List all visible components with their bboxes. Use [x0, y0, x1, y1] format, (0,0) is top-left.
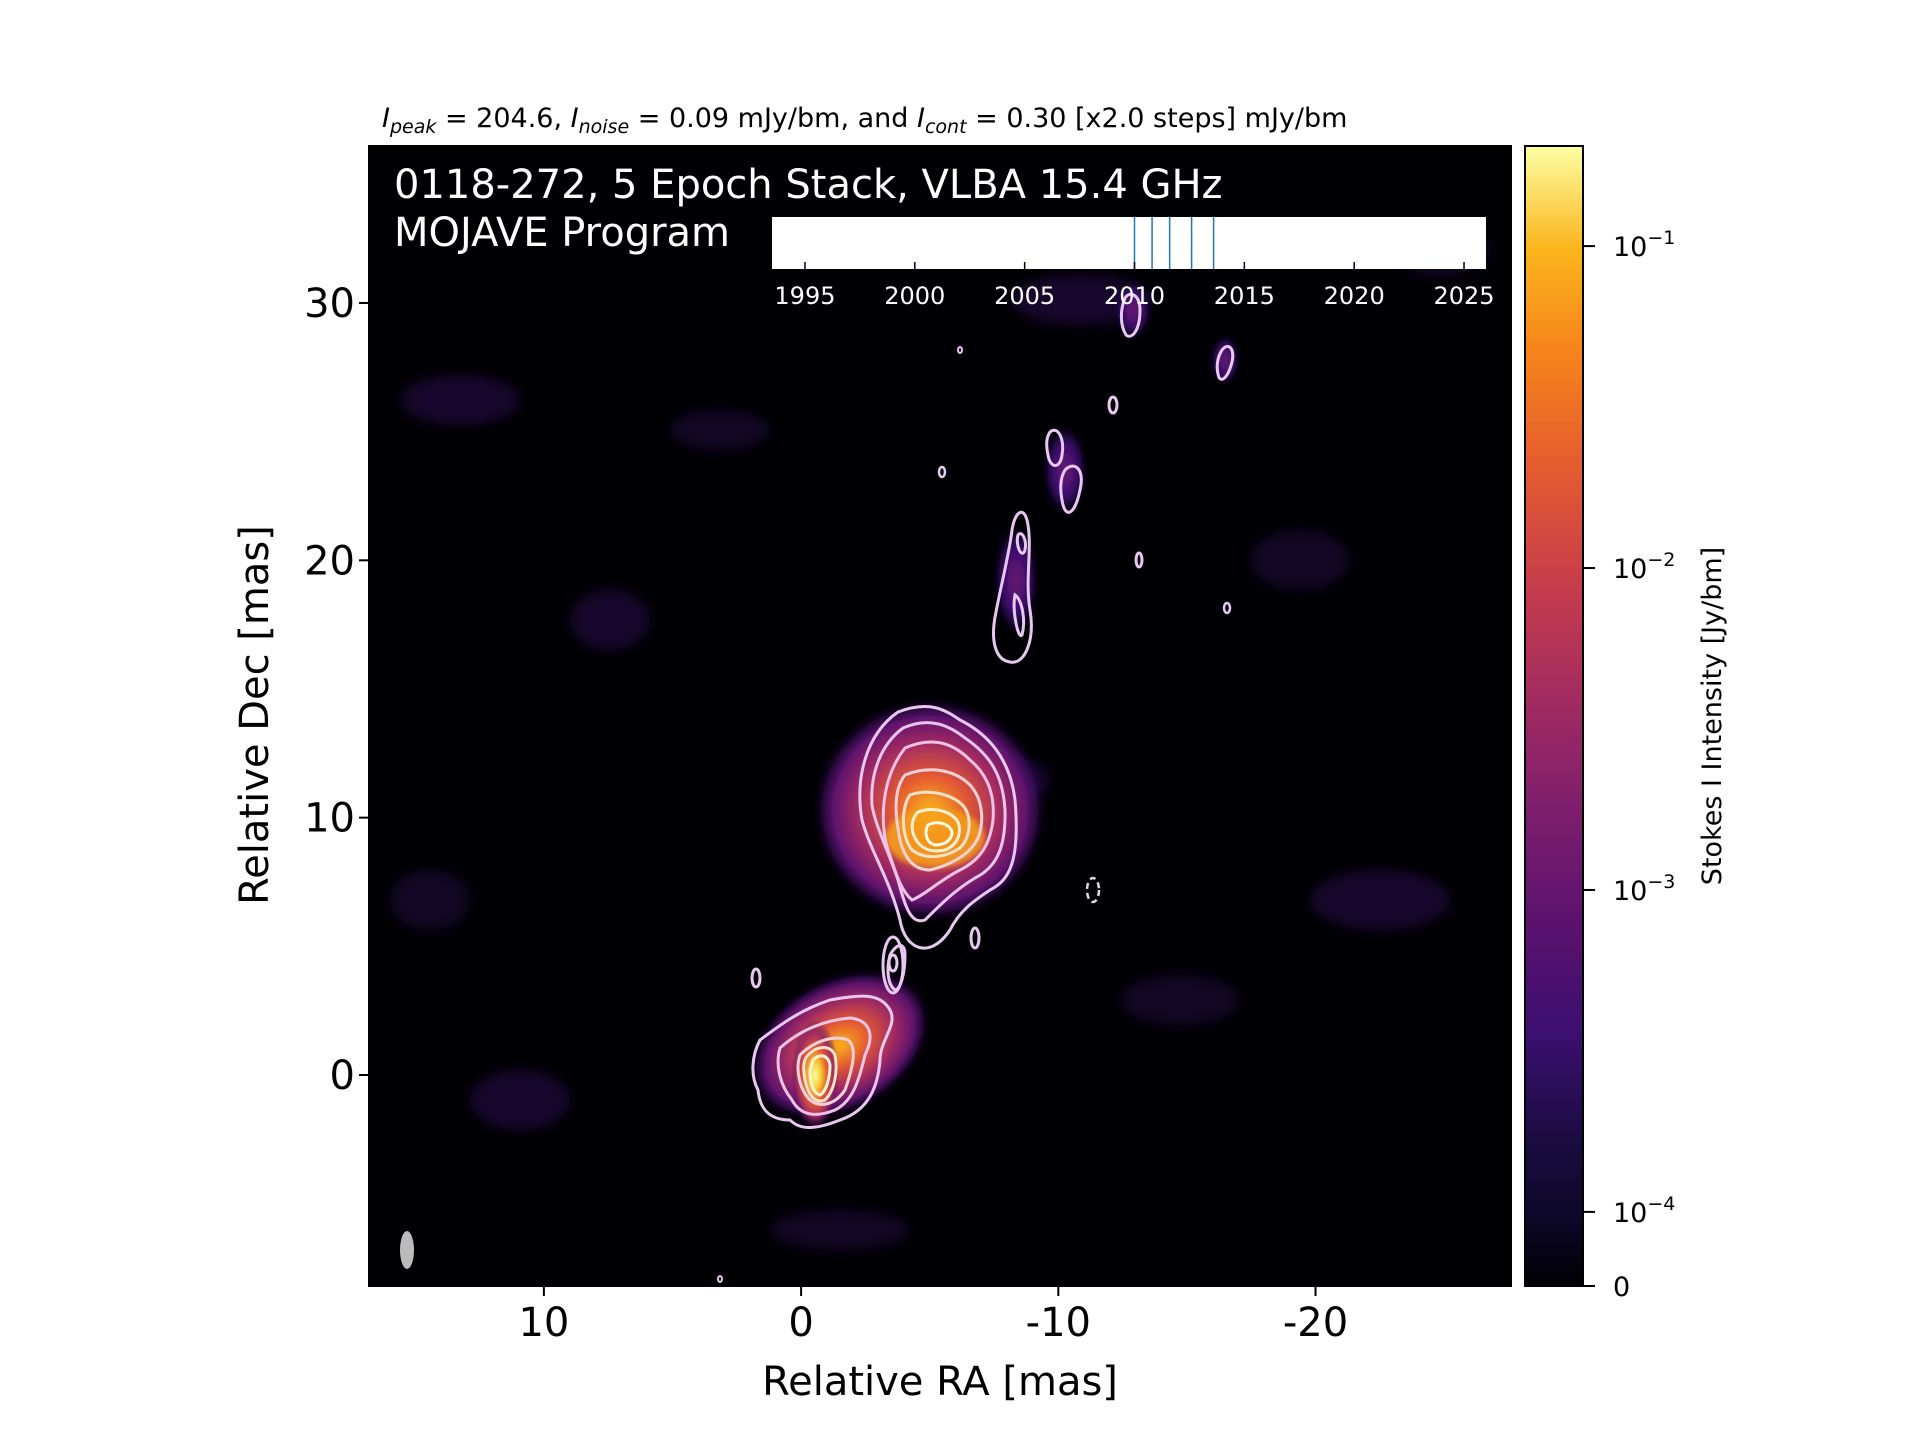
colorbar-tick-label: 10−4	[1613, 1193, 1675, 1229]
header-value-peak: 204.6	[476, 103, 553, 134]
image-plot: 0118-272, 5 Epoch Stack, VLBA 15.4 GHz M…	[368, 145, 1512, 1287]
header-subscript-peak: peak	[389, 116, 437, 138]
epoch-tick-label: 2005	[994, 282, 1055, 310]
x-tick-label: -10	[1026, 1300, 1091, 1346]
x-tick-label: 0	[788, 1300, 813, 1346]
colorbar-label: Stokes I Intensity [Jy/bm]	[1697, 547, 1728, 885]
beam-ellipse	[400, 1231, 414, 1269]
plot-title-line1: 0118-272, 5 Epoch Stack, VLBA 15.4 GHz	[394, 162, 1223, 208]
epoch-tick-label: 2025	[1433, 282, 1494, 310]
header-symbol: I	[917, 103, 925, 134]
epoch-tick-label: 2020	[1324, 282, 1385, 310]
plot-title-line2: MOJAVE Program	[394, 210, 730, 256]
x-tick-label: -20	[1283, 1300, 1348, 1346]
epoch-timeline: 1995 2000 2005 2010 2015 2020 2025	[772, 217, 1495, 310]
x-axis: 10 0 -10 -20	[518, 1286, 1348, 1346]
y-tick-label: 10	[304, 796, 355, 842]
header-value-noise: 0.09	[669, 103, 729, 134]
colorbar: 0 10−4 10−3 10−2 10−1 Stokes I Intensity [Jy…	[1524, 145, 1728, 1303]
header-subscript-noise: noise	[579, 116, 630, 138]
intensity-contours	[717, 292, 1235, 1283]
header-symbol: I	[382, 103, 390, 134]
y-tick-label: 0	[330, 1053, 355, 1099]
y-tick-label: 20	[304, 538, 355, 584]
header-symbol: I	[571, 103, 579, 134]
colorbar-gradient	[1524, 145, 1584, 1287]
epoch-tick-label: 2015	[1214, 282, 1275, 310]
header-intensity-summary: Ipeak = 204.6, Inoise = 0.09 mJy/bm, and…	[382, 103, 1347, 138]
y-axis: 0 10 20 30	[304, 281, 369, 1099]
colorbar-tick-label: 10−2	[1613, 549, 1675, 585]
epoch-timeline-box	[772, 217, 1486, 269]
header-value-cont: 0.30	[1006, 103, 1066, 134]
plot-frame	[368, 145, 1512, 1287]
epoch-tick-label: 2000	[884, 282, 945, 310]
x-axis-label: Relative RA [mas]	[762, 1359, 1118, 1405]
colorbar-tick-label: 10−1	[1613, 227, 1675, 263]
header-subscript-cont: cont	[925, 116, 968, 138]
y-axis-label: Relative Dec [mas]	[232, 525, 278, 905]
epoch-tick-label: 2010	[1104, 282, 1165, 310]
y-tick-label: 30	[304, 281, 355, 327]
x-tick-label: 10	[518, 1300, 569, 1346]
epoch-tick-label: 1995	[774, 282, 835, 310]
colorbar-tick-label: 10−3	[1613, 871, 1675, 907]
colorbar-tick-label: 0	[1613, 1272, 1630, 1303]
